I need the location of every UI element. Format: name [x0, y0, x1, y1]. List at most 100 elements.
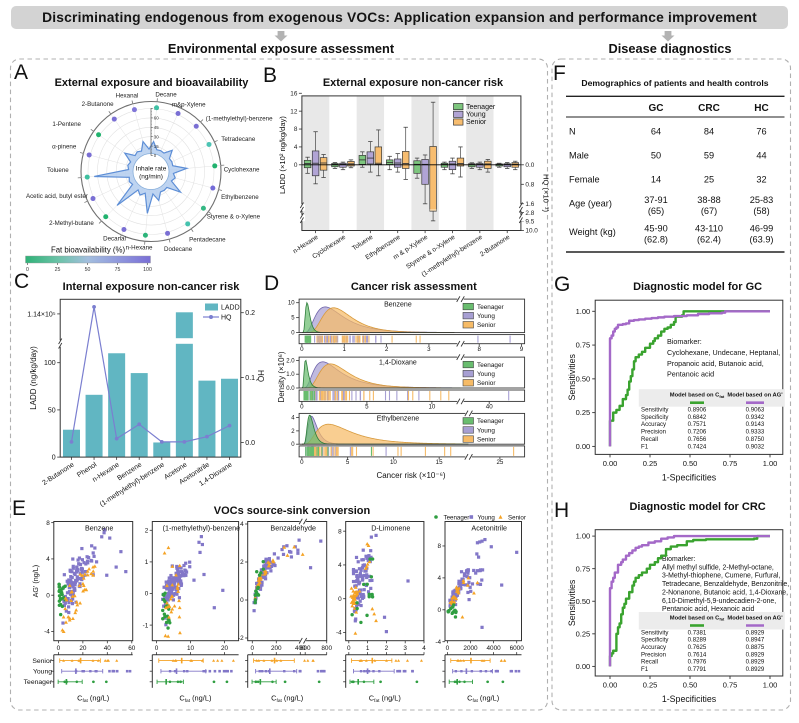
svg-text:2: 2: [145, 528, 149, 535]
svg-text:(1-methylethyl)-benzene: (1-methylethyl)-benzene: [163, 524, 241, 533]
svg-text:60: 60: [128, 645, 136, 652]
svg-text:Teenager: Teenager: [444, 515, 470, 522]
svg-text:(65): (65): [648, 206, 664, 216]
svg-text:-2: -2: [238, 635, 244, 642]
svg-text:64: 64: [651, 127, 661, 137]
svg-text:8: 8: [338, 528, 342, 535]
svg-text:Pentadecane: Pentadecane: [189, 237, 226, 244]
svg-text:1.00: 1.00: [576, 532, 591, 541]
svg-text:0: 0: [46, 592, 50, 599]
svg-text:Model based on AG': Model based on AG': [727, 393, 783, 399]
svg-text:N: N: [569, 127, 576, 137]
svg-text:Acetic acid, butyl ester: Acetic acid, butyl ester: [26, 193, 88, 200]
svg-text:1-Pentene: 1-Pentene: [52, 121, 81, 128]
svg-text:1: 1: [145, 559, 149, 566]
svg-text:HC: HC: [754, 103, 768, 114]
svg-text:4: 4: [338, 562, 342, 569]
svg-text:100: 100: [44, 360, 56, 367]
svg-text:Tetradecane, Benzaldehyde, Ben: Tetradecane, Benzaldehyde, Benzonitrile,: [662, 581, 789, 588]
svg-text:Propanoic acid, Butanoic acid,: Propanoic acid, Butanoic acid,: [667, 359, 764, 368]
svg-text:F1: F1: [641, 666, 649, 673]
svg-text:1: 1: [366, 645, 370, 652]
svg-text:Young: Young: [477, 371, 495, 378]
svg-text:Discriminating endogenous from: Discriminating endogenous from exogenous…: [42, 10, 757, 25]
svg-text:2-Nonanone, Butanoic acid, 1,4: 2-Nonanone, Butanoic acid, 1,4-Dioxane,: [662, 589, 788, 596]
svg-text:8: 8: [437, 543, 441, 550]
svg-text:Styrene & o-Xylene: Styrene & o-Xylene: [207, 214, 261, 221]
svg-text:Teenager: Teenager: [477, 304, 505, 311]
svg-text:0.8875: 0.8875: [746, 644, 765, 651]
svg-text:Cfat (ng/L): Cfat (ng/L): [179, 694, 211, 705]
svg-text:0: 0: [145, 591, 149, 598]
svg-text:Young: Young: [477, 313, 495, 320]
svg-text:-1: -1: [143, 622, 149, 629]
svg-text:0.00: 0.00: [576, 662, 591, 671]
svg-text:0.9032: 0.9032: [746, 443, 765, 450]
svg-text:600: 600: [300, 645, 311, 652]
svg-text:84: 84: [704, 127, 714, 137]
svg-text:14: 14: [651, 175, 661, 185]
svg-text:Ethylbenzene: Ethylbenzene: [377, 416, 420, 423]
svg-text:Cyclohexane: Cyclohexane: [224, 167, 260, 174]
svg-text:60: 60: [154, 116, 159, 121]
svg-text:3: 3: [403, 645, 407, 652]
svg-text:(ng/min): (ng/min): [139, 173, 163, 180]
svg-text:A: A: [14, 61, 28, 84]
svg-text:0.6842: 0.6842: [688, 414, 707, 421]
svg-text:Hexanal: Hexanal: [116, 93, 139, 100]
svg-text:HQ: HQ: [256, 370, 265, 382]
svg-text:Senior: Senior: [477, 322, 496, 329]
svg-text:0.7791: 0.7791: [688, 666, 707, 673]
svg-text:3: 3: [427, 346, 431, 353]
svg-text:Diagnostic model for GC: Diagnostic model for GC: [633, 281, 762, 293]
svg-text:0.25: 0.25: [576, 408, 591, 417]
svg-text:6000: 6000: [510, 645, 525, 652]
svg-text:0.50: 0.50: [576, 597, 591, 606]
svg-text:(62.4): (62.4): [697, 235, 721, 245]
svg-text:LADD (ng/kg/day): LADD (ng/kg/day): [29, 346, 38, 410]
svg-text:Weight (kg): Weight (kg): [569, 227, 616, 237]
svg-text:1.00: 1.00: [763, 459, 778, 468]
svg-text:H: H: [554, 499, 569, 522]
svg-text:Density (×10⁶): Density (×10⁶): [277, 351, 286, 402]
svg-text:Specificity: Specificity: [641, 637, 669, 644]
svg-text:75: 75: [115, 267, 121, 273]
svg-text:2: 2: [385, 645, 389, 652]
svg-text:2-Methyl-butane: 2-Methyl-butane: [49, 220, 94, 227]
svg-text:25: 25: [704, 175, 714, 185]
svg-text:800: 800: [321, 645, 332, 652]
svg-text:0.0: 0.0: [245, 440, 255, 447]
svg-text:15: 15: [154, 144, 159, 149]
svg-text:9.5: 9.5: [525, 218, 534, 225]
svg-text:15: 15: [436, 459, 443, 466]
svg-text:0: 0: [300, 346, 304, 353]
svg-text:0: 0: [26, 267, 29, 273]
svg-text:External exposure and bioavail: External exposure and bioavailability: [55, 77, 250, 89]
svg-text:Cyclohexane, Undecane, Heptana: Cyclohexane, Undecane, Heptanal,: [667, 348, 780, 357]
svg-text:0.50: 0.50: [683, 681, 698, 690]
svg-text:0: 0: [155, 645, 159, 652]
svg-text:0.75: 0.75: [723, 681, 738, 690]
svg-text:Model based on Cfat: Model based on Cfat: [670, 616, 725, 622]
svg-text:4: 4: [294, 144, 298, 151]
svg-text:76: 76: [756, 127, 766, 137]
svg-text:Decane: Decane: [155, 92, 177, 99]
svg-text:Cfat (ng/L): Cfat (ng/L): [77, 694, 109, 705]
svg-text:0.75: 0.75: [576, 341, 591, 350]
svg-text:0.7614: 0.7614: [688, 651, 707, 658]
svg-text:0.9063: 0.9063: [746, 407, 765, 414]
svg-text:1.14×10⁵: 1.14×10⁵: [27, 311, 55, 318]
svg-text:4000: 4000: [486, 645, 501, 652]
svg-text:20: 20: [221, 645, 229, 652]
svg-text:Sensitivities: Sensitivities: [567, 353, 577, 400]
svg-text:Precision: Precision: [641, 429, 666, 436]
svg-text:0.1: 0.1: [245, 375, 255, 382]
svg-text:Inhale rate: Inhale rate: [136, 166, 167, 173]
svg-text:20: 20: [79, 645, 87, 652]
svg-text:Teenager: Teenager: [466, 104, 496, 111]
svg-text:1-Specificities: 1-Specificities: [662, 694, 717, 704]
svg-text:Sensitivity: Sensitivity: [641, 629, 669, 636]
svg-text:0: 0: [347, 645, 351, 652]
svg-text:10.0: 10.0: [525, 228, 538, 235]
svg-text:-4: -4: [435, 639, 441, 646]
